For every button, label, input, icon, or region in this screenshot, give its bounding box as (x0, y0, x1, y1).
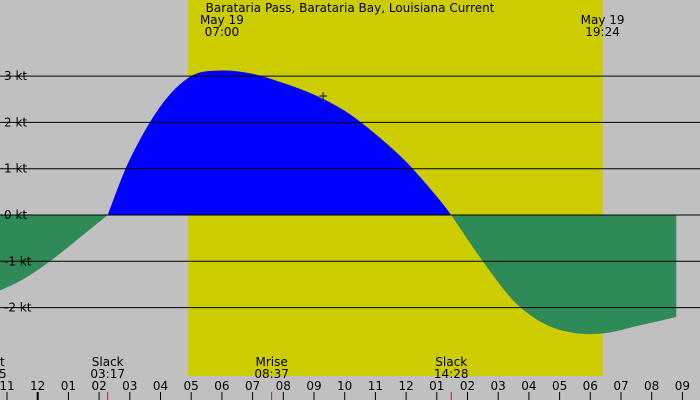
event-label: Slack (435, 355, 467, 369)
flood-current-area (107, 70, 452, 215)
x-tick-label: 09 (675, 379, 690, 393)
y-tick-label: -2 kt (4, 301, 32, 315)
chart-title: Barataria Pass, Barataria Bay, Louisiana… (206, 1, 495, 15)
crosshair-mark: + (318, 89, 328, 103)
date-marker-time: 19:24 (585, 25, 620, 39)
x-tick-label: 01 (429, 379, 444, 393)
x-tick-label: 04 (153, 379, 168, 393)
annotations: + (318, 89, 328, 103)
x-tick-label: 03 (491, 379, 506, 393)
event-time: 14:28 (434, 367, 469, 381)
x-tick-label: 08 (644, 379, 659, 393)
date-marker-time: 07:00 (205, 25, 240, 39)
x-tick-label: 12 (30, 379, 45, 393)
ebb-current-area (0, 215, 108, 291)
x-tick-label: 11 (0, 379, 15, 393)
x-tick-label: 01 (61, 379, 76, 393)
y-tick-label: -1 kt (4, 254, 32, 268)
event-label: Slack (92, 355, 124, 369)
y-tick-label: 3 kt (4, 69, 27, 83)
ebb-current-area (451, 215, 677, 335)
x-tick-label: 02 (460, 379, 475, 393)
x-tick-label: 03 (122, 379, 137, 393)
x-tick-label: 06 (583, 379, 598, 393)
x-tick-label: 07 (245, 379, 260, 393)
date-marker-date: May 19 (200, 13, 244, 27)
event-time: 03:17 (90, 367, 125, 381)
x-tick-label: 02 (91, 379, 106, 393)
x-axis: 11 12 01 02 03 04 05 06 07 08 09 10 11 12 01 02 03 04 05 06… (0, 379, 690, 400)
x-tick-label: 08 (276, 379, 291, 393)
x-tick-label: 05 (552, 379, 567, 393)
x-tick-label: 10 (337, 379, 352, 393)
date-marker-date: May 19 (581, 13, 625, 27)
y-tick-labels: 3 kt 2 kt 1 kt 0 kt -1 kt -2 kt (4, 69, 32, 315)
y-gridlines (0, 75, 700, 309)
x-tick-label: 06 (214, 379, 229, 393)
y-tick-label: 2 kt (4, 115, 27, 129)
x-tick-label: 11 (368, 379, 383, 393)
y-tick-label: 0 kt (4, 208, 27, 222)
clipped-event-time: 5 (0, 367, 7, 381)
event-time: 08:37 (254, 367, 289, 381)
event-label: Mrise (256, 355, 288, 369)
x-tick-label: 07 (613, 379, 628, 393)
x-tick-label: 12 (398, 379, 413, 393)
x-tick-label: 05 (184, 379, 199, 393)
current-area-layer (0, 70, 677, 335)
x-tick-label: 04 (521, 379, 536, 393)
clipped-event-label: t (0, 355, 5, 369)
x-tick-label: 09 (306, 379, 321, 393)
y-tick-label: 1 kt (4, 162, 27, 176)
